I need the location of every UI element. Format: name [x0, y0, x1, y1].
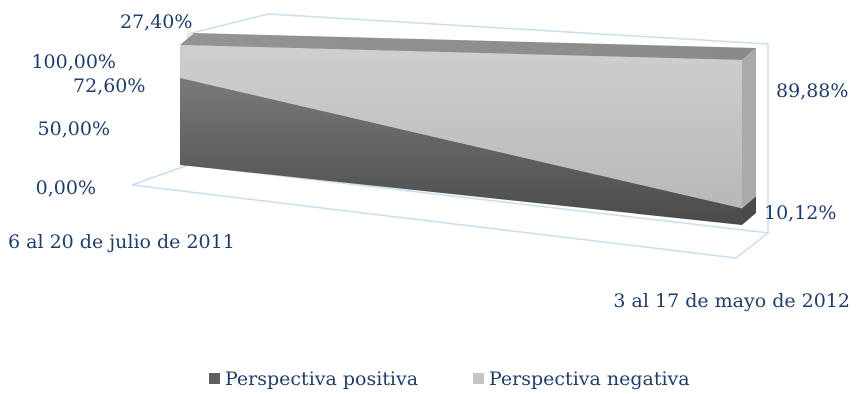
y-tick-label-0: 0,00%: [36, 177, 96, 199]
series-area-perspectiva-negativa: [180, 45, 742, 209]
series-side-face-negative: [742, 48, 756, 209]
data-label-negativa-0: 27,40%: [120, 11, 192, 33]
x-tick-label-1: 3 al 17 de mayo de 2012: [613, 290, 850, 312]
y-tick-label-1: 50,00%: [38, 118, 110, 140]
legend-swatch-positive: [209, 373, 220, 384]
back-top-edge: [187, 13, 769, 45]
legend-label-negative: Perspectiva negativa: [489, 368, 690, 390]
y-tick-label-2: 100,00%: [31, 51, 116, 73]
data-label-negativa-1: 89,88%: [776, 80, 848, 102]
series-area-perspectiva-positiva: [180, 77, 742, 225]
x-tick-label-0: 6 al 20 de julio de 2011: [8, 231, 235, 253]
legend: Perspectiva positiva Perspectiva negativ…: [209, 368, 690, 390]
legend-swatch-negative: [473, 373, 484, 384]
series-top-face: [180, 33, 756, 60]
data-label-positiva-1: 10,12%: [764, 202, 836, 224]
legend-label-positive: Perspectiva positiva: [225, 368, 418, 390]
data-label-positiva-0: 72,60%: [73, 75, 145, 97]
series-side-face-positive: [742, 196, 756, 225]
